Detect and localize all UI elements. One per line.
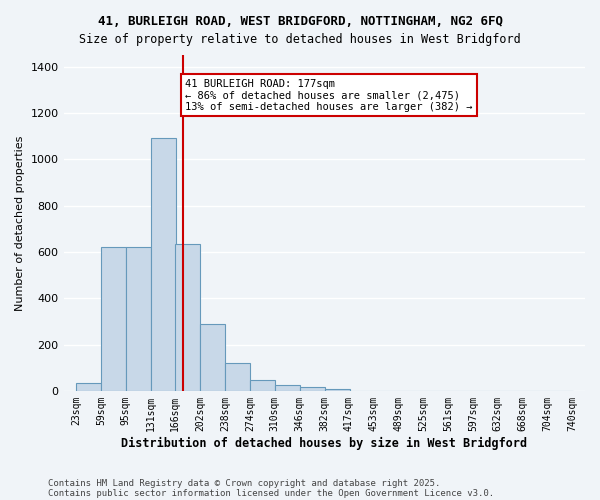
Bar xyxy=(200,324,225,391)
Bar xyxy=(299,386,325,391)
Bar xyxy=(325,389,350,391)
Bar xyxy=(225,364,250,391)
Text: Contains public sector information licensed under the Open Government Licence v3: Contains public sector information licen… xyxy=(48,488,494,498)
Bar xyxy=(151,138,176,391)
Bar xyxy=(101,248,126,391)
Bar xyxy=(275,386,299,391)
Text: Contains HM Land Registry data © Crown copyright and database right 2025.: Contains HM Land Registry data © Crown c… xyxy=(48,478,440,488)
Bar xyxy=(126,248,151,391)
Text: 41, BURLEIGH ROAD, WEST BRIDGFORD, NOTTINGHAM, NG2 6FQ: 41, BURLEIGH ROAD, WEST BRIDGFORD, NOTTI… xyxy=(97,15,503,28)
Bar xyxy=(175,244,200,391)
Text: Size of property relative to detached houses in West Bridgford: Size of property relative to detached ho… xyxy=(79,32,521,46)
Bar xyxy=(76,383,101,391)
Bar xyxy=(250,380,275,391)
X-axis label: Distribution of detached houses by size in West Bridgford: Distribution of detached houses by size … xyxy=(121,437,527,450)
Text: 41 BURLEIGH ROAD: 177sqm
← 86% of detached houses are smaller (2,475)
13% of sem: 41 BURLEIGH ROAD: 177sqm ← 86% of detach… xyxy=(185,78,473,112)
Y-axis label: Number of detached properties: Number of detached properties xyxy=(15,136,25,311)
